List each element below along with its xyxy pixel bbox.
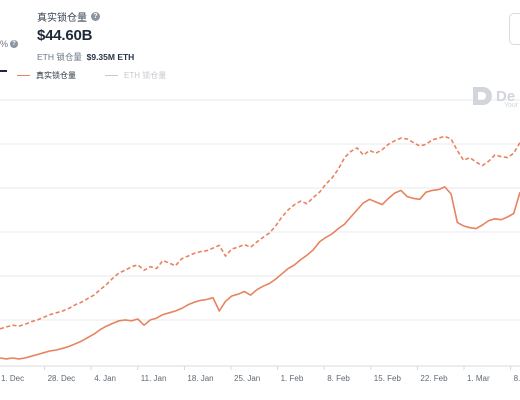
- series-line-solid: [0, 186, 520, 360]
- x-tick-label: 11. Jan: [141, 374, 167, 383]
- legend-partial-line: [0, 70, 7, 72]
- legend-line-eth: [105, 74, 118, 77]
- eth-locked-line: ETH 锁仓量 $9.35M ETH: [37, 51, 134, 63]
- eth-locked-value: $9.35M ETH: [86, 52, 135, 62]
- tvl-label-text: 真实锁仓量: [37, 13, 87, 24]
- x-tick-label: 25. Jan: [234, 374, 260, 383]
- legend-item-eth[interactable]: ETH 锁仓量: [105, 70, 166, 81]
- x-tick-label: 1. Mar: [467, 374, 490, 383]
- x-tick-label: 15. Feb: [374, 374, 402, 383]
- watermark-logo: De Your: [471, 85, 519, 109]
- legend-label-eth: ETH 锁仓量: [124, 71, 167, 80]
- brand-logo-icon: [473, 87, 492, 105]
- x-tick-label: 8.: [514, 374, 520, 383]
- legend-item-tvl[interactable]: 真实锁仓量: [17, 70, 76, 81]
- tvl-label: 真实锁仓量 ?: [37, 9, 134, 24]
- help-icon[interactable]: ?: [91, 12, 100, 21]
- eth-locked-label: ETH 锁仓量: [37, 52, 82, 62]
- chart-gridlines: [0, 99, 520, 321]
- left-fragment-text: %: [0, 39, 9, 49]
- options-button[interactable]: [509, 13, 520, 45]
- left-stat-fragment: % ?: [0, 39, 19, 49]
- x-tick-label: 18. Jan: [187, 374, 213, 383]
- legend-line-tvl: [17, 74, 30, 77]
- x-axis-tick-labels: 1. Dec 28. Dec 4. Jan 11. Jan 18. Jan 25. Jan…: [1, 366, 520, 383]
- tvl-value: $44.60B: [37, 27, 93, 44]
- chart-series-group: [0, 135, 520, 360]
- watermark-subtext: Your: [504, 102, 519, 109]
- x-tick-label: 22. Feb: [420, 374, 448, 383]
- x-tick-label: 28. Dec: [48, 374, 76, 383]
- x-tick-label: 8. Feb: [327, 374, 350, 383]
- x-tick-label: 1. Feb: [281, 374, 304, 383]
- help-icon[interactable]: ?: [10, 40, 19, 48]
- tvl-stat-block: 真实锁仓量 ? $44.60B ETH 锁仓量 $9.35M ETH: [37, 9, 134, 63]
- watermark-text: De: [496, 87, 516, 105]
- x-tick-label: 4. Jan: [94, 374, 116, 383]
- x-tick-label: 1. Dec: [1, 374, 24, 383]
- legend-label-tvl: 真实锁仓量: [36, 71, 76, 80]
- series-line-dashed: [0, 135, 520, 330]
